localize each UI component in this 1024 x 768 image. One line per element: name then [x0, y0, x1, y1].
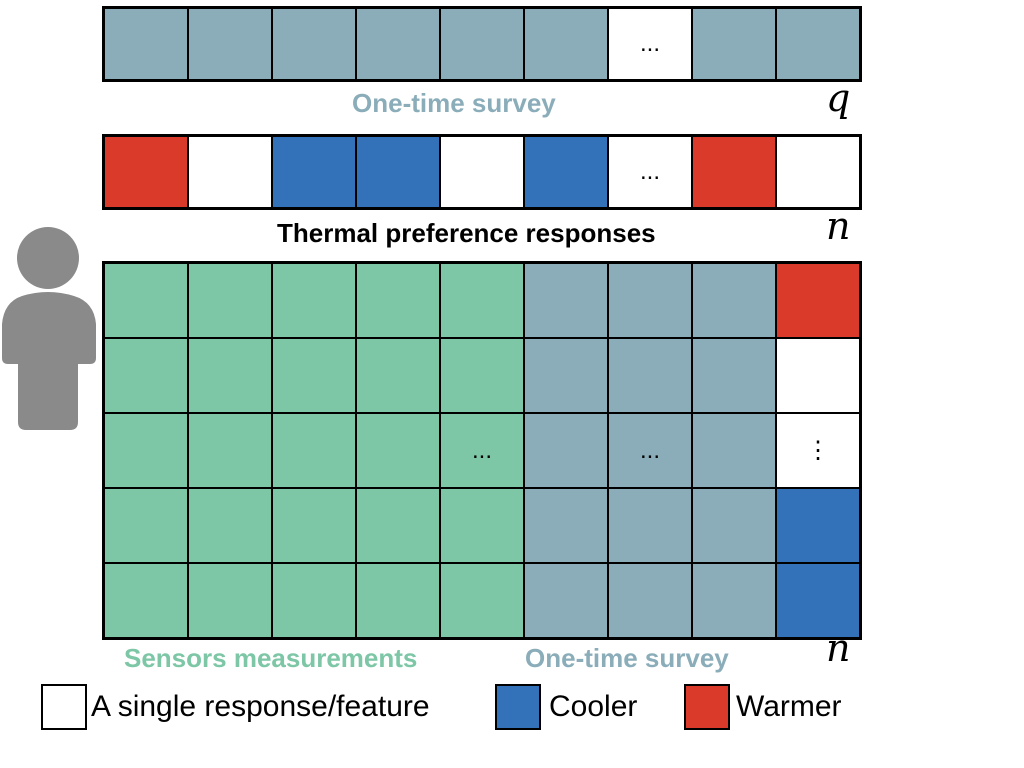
vertical-ellipsis-cell: ⋮: [776, 413, 860, 488]
survey-cell: [524, 488, 608, 563]
sensor-cell: [272, 338, 356, 413]
sensor-cell: [272, 563, 356, 638]
ellipsis-cell: ...: [608, 8, 692, 80]
warmer-cell: [104, 136, 188, 208]
sensor-cell: [104, 338, 188, 413]
survey-cell: [608, 263, 692, 338]
matrix-dimension-n: n: [826, 626, 851, 670]
survey-cell: [692, 413, 776, 488]
sensor-cell: [104, 413, 188, 488]
matrix-survey-label: One-time survey: [525, 643, 729, 673]
feature-matrix: ...... ⋮: [102, 261, 862, 640]
blank-cell: [440, 136, 524, 208]
survey-cell: [692, 263, 776, 338]
sensor-cell: [440, 488, 524, 563]
cooler-cell: [776, 563, 860, 638]
sensor-cell: [104, 563, 188, 638]
survey-cell: [524, 263, 608, 338]
survey-cell: [356, 8, 440, 80]
cooler-cell: [524, 136, 608, 208]
matrix-row: ...... ⋮: [104, 413, 860, 488]
matrix-row: [104, 563, 860, 638]
sensors-measurements-label: Sensors measurements: [124, 643, 418, 673]
sensor-cell: [188, 563, 272, 638]
survey-cell: [524, 413, 608, 488]
sensor-cell: [104, 263, 188, 338]
sensor-cell: [188, 413, 272, 488]
survey-cell: [524, 338, 608, 413]
thermal-preference-label: Thermal preference responses: [277, 218, 656, 248]
cooler-cell: [356, 136, 440, 208]
legend-single: A single response/feature: [41, 684, 430, 730]
sensor-cell: [440, 263, 524, 338]
legend-cooler: Cooler: [495, 684, 637, 730]
ellipsis-cell: ...: [608, 136, 692, 208]
legend-cooler-swatch: [495, 684, 541, 730]
survey-cell: ...: [608, 413, 692, 488]
legend-warmer: Warmer: [684, 684, 842, 730]
cooler-cell: [776, 488, 860, 563]
survey-cell: [692, 338, 776, 413]
sensor-cell: [356, 488, 440, 563]
warmer-cell: [692, 136, 776, 208]
blank-cell: [776, 338, 860, 413]
sensor-cell: ...: [440, 413, 524, 488]
blank-cell: [188, 136, 272, 208]
survey-cell: [608, 488, 692, 563]
sensor-cell: [188, 488, 272, 563]
blank-cell: [776, 136, 860, 208]
legend-warmer-label: Warmer: [736, 690, 842, 723]
legend-single-swatch: [41, 684, 87, 730]
survey-cell: [272, 8, 356, 80]
sensor-cell: [440, 338, 524, 413]
sensor-cell: [188, 263, 272, 338]
sensor-cell: [272, 488, 356, 563]
sensor-cell: [356, 263, 440, 338]
survey-cell: [692, 8, 776, 80]
one-time-survey-label: One-time survey: [352, 88, 556, 118]
survey-cell: [692, 563, 776, 638]
survey-cell: [440, 8, 524, 80]
survey-cell: [188, 8, 272, 80]
sensor-cell: [188, 338, 272, 413]
one-time-survey-vector: ...: [102, 6, 862, 82]
sensor-cell: [356, 338, 440, 413]
thermal-preference-vector: ...: [102, 134, 862, 210]
sensor-cell: [440, 563, 524, 638]
survey-cell: [524, 8, 608, 80]
matrix-row: [104, 488, 860, 563]
warmer-cell: [776, 263, 860, 338]
survey-cell: [608, 338, 692, 413]
survey-cell: [524, 563, 608, 638]
cooler-cell: [272, 136, 356, 208]
sensor-cell: [272, 263, 356, 338]
survey-dimension-q: q: [826, 76, 851, 120]
survey-cell: [692, 488, 776, 563]
legend-cooler-label: Cooler: [549, 690, 638, 723]
legend-single-label: A single response/feature: [91, 690, 430, 723]
person-icon: [2, 227, 96, 430]
matrix-row: [104, 263, 860, 338]
preference-dimension-n: n: [826, 204, 851, 248]
survey-cell: [608, 563, 692, 638]
legend-warmer-swatch: [684, 684, 730, 730]
sensor-cell: [272, 413, 356, 488]
sensor-cell: [104, 488, 188, 563]
sensor-cell: [356, 413, 440, 488]
sensor-cell: [356, 563, 440, 638]
matrix-row: [104, 338, 860, 413]
survey-cell: [776, 8, 860, 80]
survey-cell: [104, 8, 188, 80]
